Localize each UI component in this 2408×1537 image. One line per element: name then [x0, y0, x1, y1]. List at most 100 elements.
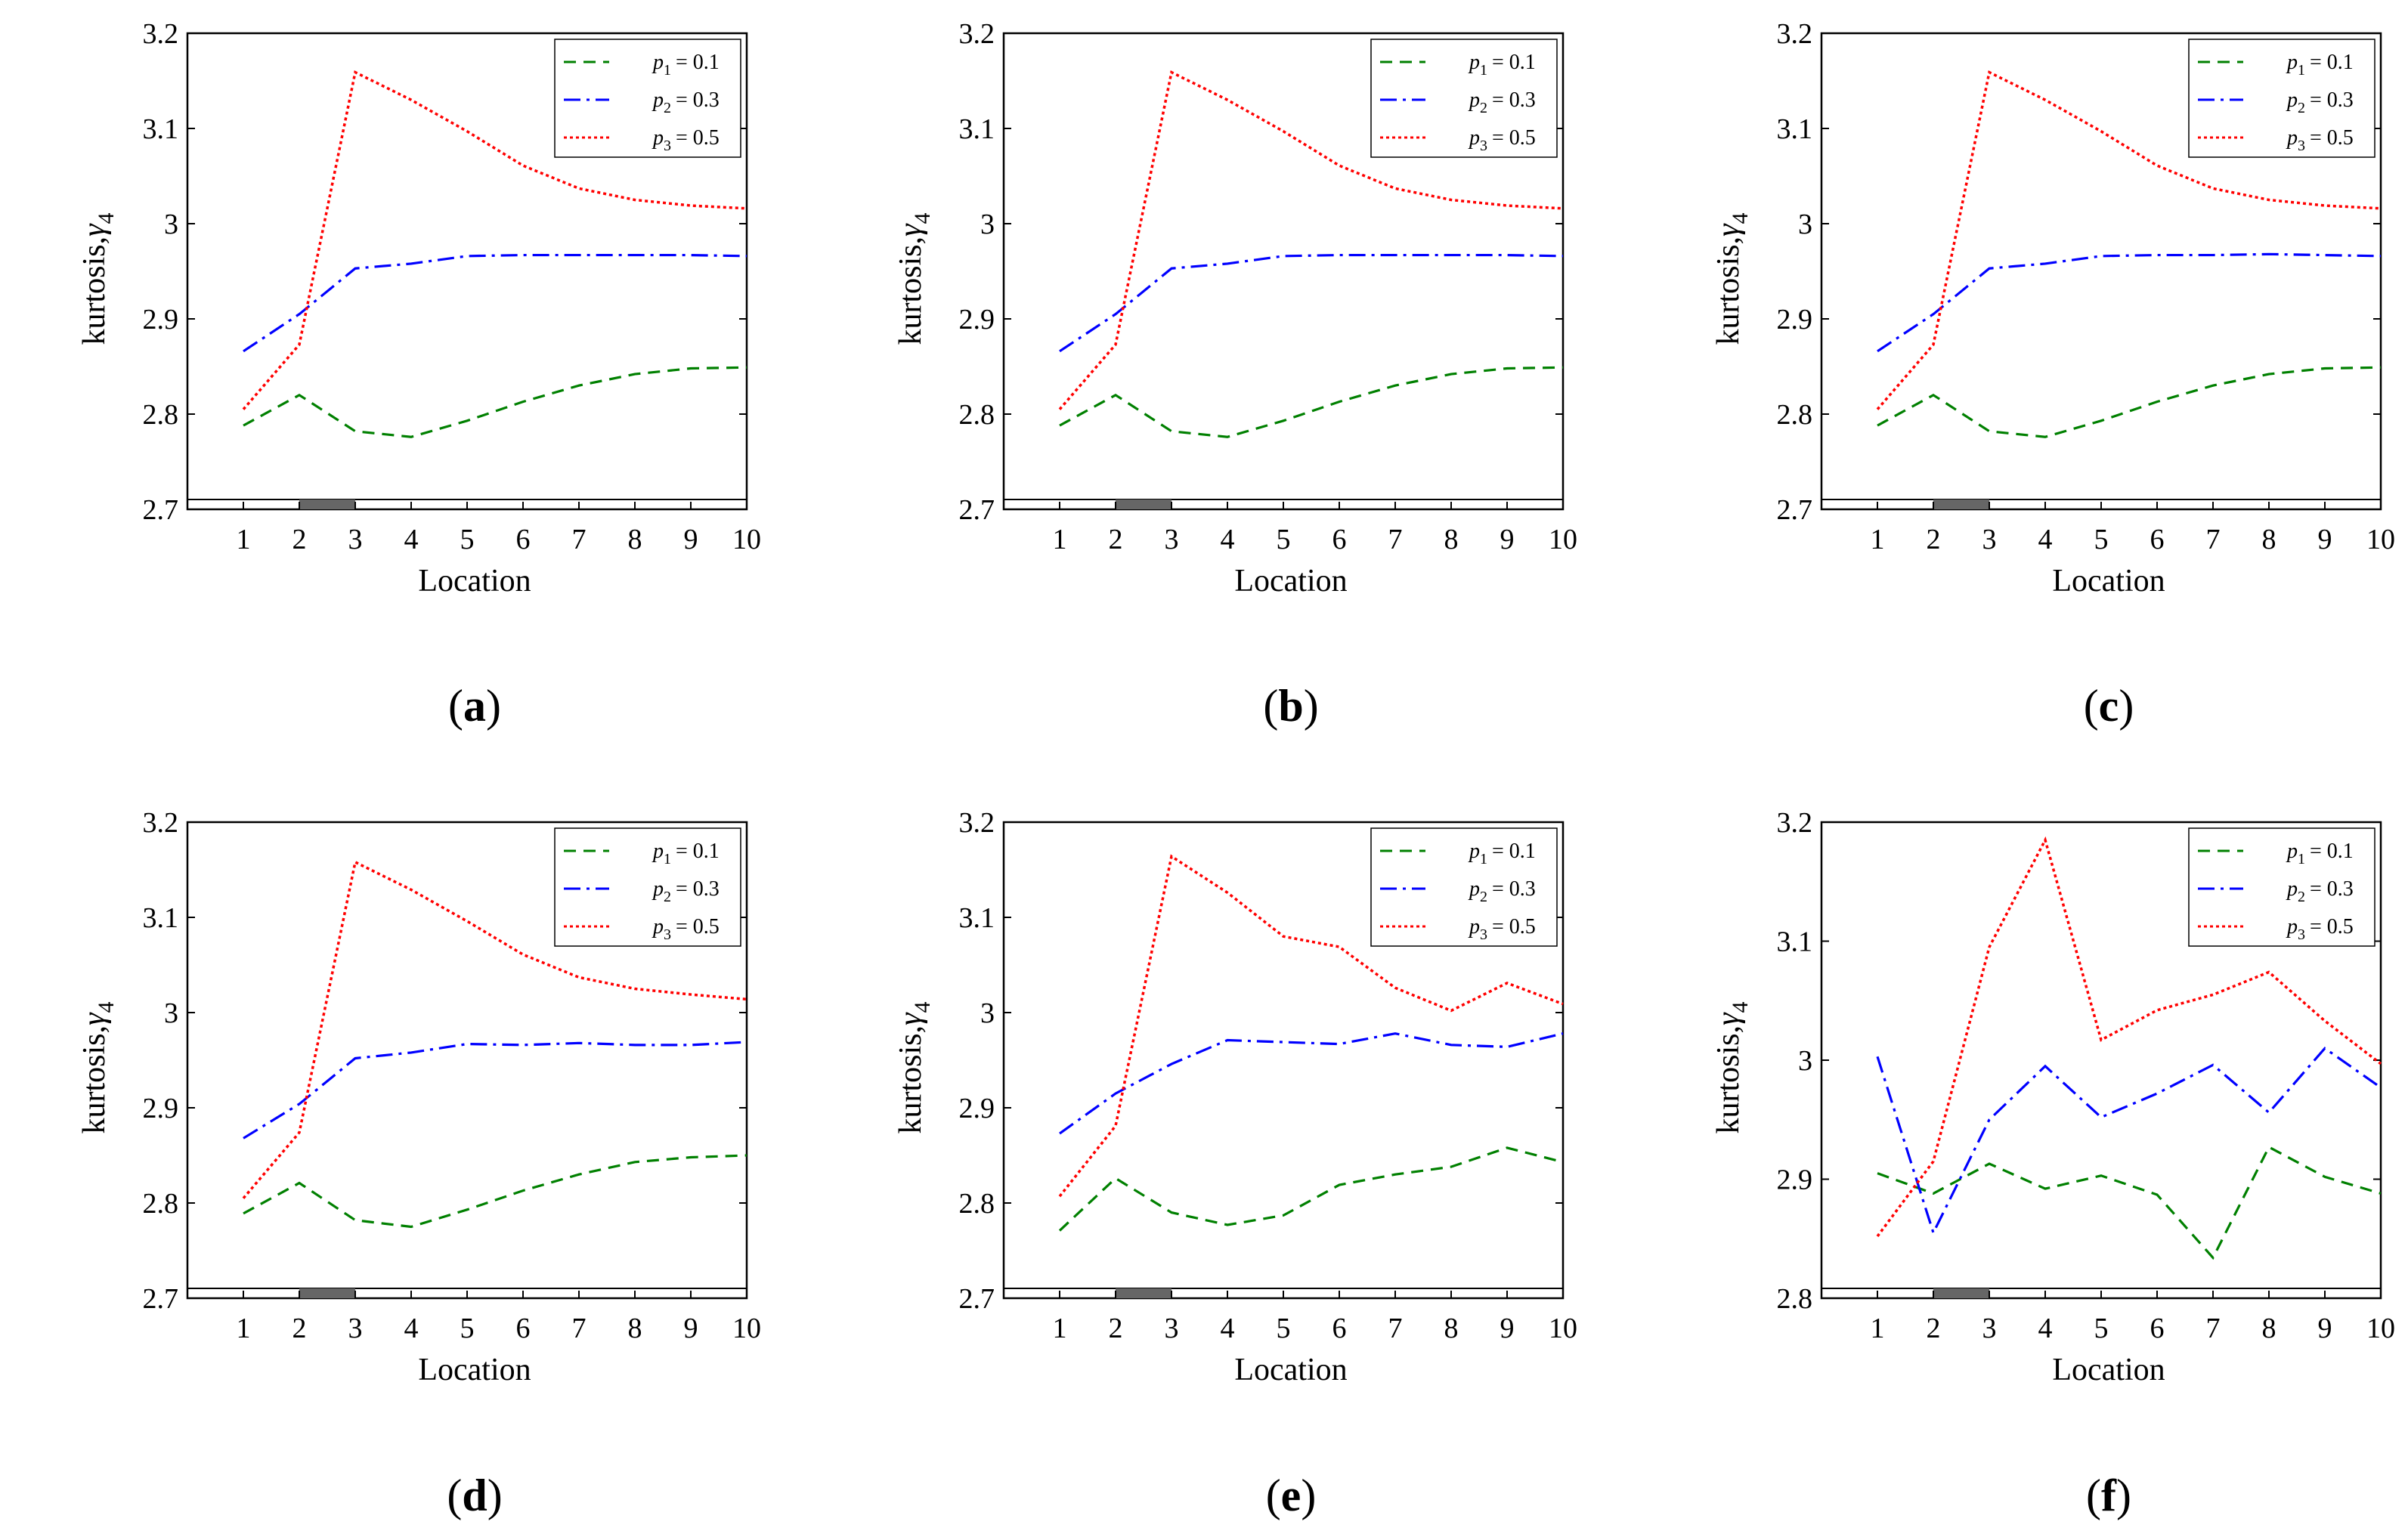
y-tick-label: 3.1: [959, 113, 995, 145]
x-tick-label: 5: [2094, 524, 2109, 555]
legend-var: p: [1468, 126, 1480, 150]
series-line-p3: [1058, 854, 1564, 1198]
x-tick-label: 1: [237, 1313, 251, 1344]
x-tick-label: 2: [292, 524, 307, 555]
x-tick-label: 3: [1982, 524, 1997, 555]
caption-paren: (: [2083, 681, 2099, 731]
legend-value: = 0.5: [676, 126, 720, 150]
caption-paren: ): [2116, 1471, 2131, 1520]
x-tick-label: 5: [1277, 1313, 1291, 1344]
legend-sub: 2: [664, 100, 671, 116]
x-tick-label: 2: [1927, 1313, 1941, 1344]
y-tick-label: 2.8: [959, 399, 995, 431]
legend-var: p: [1468, 877, 1480, 901]
y-tick-label: 2.8: [1777, 1283, 1813, 1315]
x-axis-label: Location: [1234, 564, 1347, 598]
caption-paren: (: [448, 681, 463, 731]
y-axis-label-sub: 4: [910, 212, 935, 224]
legend-sub: 2: [1480, 889, 1487, 905]
x-tick-label: 9: [684, 524, 698, 555]
x-tick-label: 9: [2318, 1313, 2332, 1344]
x-tick-label: 6: [2150, 1313, 2165, 1344]
y-axis-label-text: kurtosis,: [1711, 237, 1746, 345]
y-axis-label-text: kurtosis,: [77, 1025, 112, 1134]
x-tick-label: 5: [1277, 524, 1291, 555]
y-tick-label: 3.2: [143, 807, 179, 839]
legend-var: p: [1468, 915, 1480, 939]
legend-sub: 1: [664, 62, 671, 79]
caption-letter: a: [463, 681, 486, 731]
legend-box: [2188, 39, 2376, 158]
caption-letter: d: [462, 1471, 487, 1520]
chart-panel-a: 2.7 2.8 2.9 3 3.1 3.2 1 2 3 4 5 6 7 8 9 10 Location kurto…: [77, 18, 761, 598]
x-tick-label: 10: [732, 524, 761, 555]
y-axis-label: kurtosis,γ4: [893, 1001, 935, 1133]
damaged-segment: [1116, 499, 1172, 509]
x-tick-label: 10: [2366, 524, 2395, 555]
x-tick-label: 10: [1549, 1313, 1577, 1344]
x-tick-label: 8: [1444, 1313, 1459, 1344]
y-tick-label: 3.1: [143, 902, 179, 934]
series-line-p2: [1059, 1032, 1564, 1135]
legend-value: = 0.1: [2310, 51, 2354, 74]
y-axis-label-symbol: γ: [77, 1012, 112, 1025]
x-tick-label: 4: [1221, 1313, 1235, 1344]
caption-paren: (: [2086, 1471, 2101, 1520]
x-tick-label: 10: [2366, 1313, 2395, 1344]
legend-value: = 0.1: [676, 51, 720, 74]
legend-value: = 0.5: [2310, 915, 2354, 939]
x-tick-label: 4: [1221, 524, 1235, 555]
legend-label-p1: p1 = 0.1: [2286, 840, 2354, 867]
legend-value: = 0.3: [676, 88, 720, 112]
x-tick-label: 3: [348, 524, 363, 555]
x-tick-label: 1: [1053, 1313, 1067, 1344]
legend-var: p: [1468, 88, 1480, 112]
x-tick-label: 10: [732, 1313, 761, 1344]
legend-var: p: [652, 915, 664, 939]
y-axis-label-sub: 4: [1728, 212, 1753, 224]
legend-sub: 2: [2298, 100, 2305, 116]
legend-label-p2: p2 = 0.3: [652, 88, 720, 116]
x-tick-label: 4: [2038, 524, 2053, 555]
caption-letter: b: [1278, 681, 1304, 731]
legend-sub: 1: [2298, 62, 2305, 79]
x-tick-label: 1: [1053, 524, 1067, 555]
legend: p1 = 0.1p2 = 0.3p3 = 0.5: [1370, 39, 1558, 158]
x-axis-label: Location: [418, 564, 531, 598]
caption-e: (e): [1215, 1470, 1366, 1522]
x-tick-label: 2: [292, 1313, 307, 1344]
y-axis-label-symbol: γ: [77, 223, 112, 237]
y-axis-label: kurtosis,γ4: [1711, 1001, 1753, 1133]
legend: p1 = 0.1p2 = 0.3p3 = 0.5: [2188, 39, 2376, 158]
legend-value: = 0.3: [2310, 88, 2354, 112]
x-tick-label: 10: [1549, 524, 1577, 555]
caption-paren: ): [487, 1471, 503, 1520]
chart-panel-c: 2.7 2.8 2.9 3 3.1 3.2 1 2 3 4 5 6 7 8 9 10 Location kurto…: [1711, 18, 2395, 598]
y-tick-label: 2.7: [959, 494, 995, 526]
y-tick-label: 3.2: [1777, 807, 1813, 839]
legend-var: p: [652, 877, 664, 901]
series-line-p1: [1058, 1146, 1564, 1232]
y-tick-label: 3.1: [1777, 926, 1813, 958]
legend-label-p1: p1 = 0.1: [1468, 51, 1536, 79]
legend-value: = 0.5: [1492, 126, 1536, 150]
legend-sub: 3: [2298, 926, 2305, 943]
x-tick-label: 9: [1500, 1313, 1515, 1344]
x-tick-label: 3: [348, 1313, 363, 1344]
series-line-p2: [243, 1041, 747, 1140]
chart-panel-f: 2.8 2.9 3 3.1 3.2 1 2 3 4 5 6 7 8 9 10 Location kurtosis…: [1711, 807, 2395, 1387]
legend-box: [1370, 39, 1558, 158]
legend-label-p2: p2 = 0.3: [1468, 877, 1536, 905]
y-tick-label: 3: [980, 997, 995, 1029]
x-tick-label: 3: [1165, 524, 1179, 555]
series-line-p1: [243, 1154, 747, 1229]
caption-paren: ): [486, 681, 501, 731]
y-tick-label: 3.2: [959, 18, 995, 50]
x-tick-label: 9: [684, 1313, 698, 1344]
y-tick-label: 2.8: [959, 1188, 995, 1220]
x-axis-label: Location: [418, 1353, 531, 1387]
legend-var: p: [1468, 51, 1480, 74]
y-axis-label: kurtosis,γ4: [893, 212, 935, 345]
legend-sub: 2: [1480, 100, 1487, 116]
legend-sub: 2: [664, 889, 671, 905]
